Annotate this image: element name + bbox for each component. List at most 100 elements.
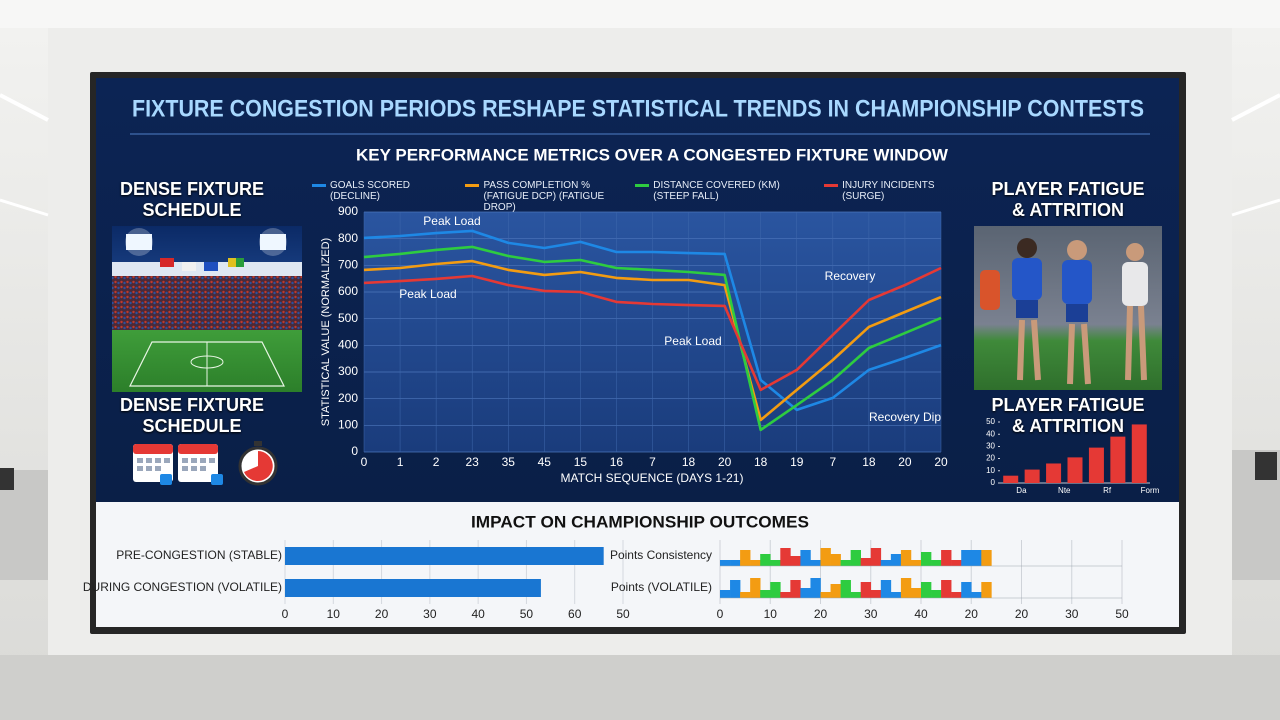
annotation: Recovery xyxy=(825,269,876,283)
bar xyxy=(850,592,861,598)
bar xyxy=(1110,436,1126,483)
legend-swatch xyxy=(312,184,326,187)
room xyxy=(0,655,1280,720)
schedule-icons xyxy=(164,458,170,463)
bar xyxy=(770,582,781,598)
bar xyxy=(900,550,912,566)
players-image xyxy=(1126,243,1144,261)
row-label: Points (VOLATILE) xyxy=(611,580,712,594)
bar xyxy=(860,558,872,566)
x-tick-label: 18 xyxy=(754,455,768,469)
bar xyxy=(921,582,932,598)
x-tick-label: 2 xyxy=(433,455,440,469)
legend-swatch xyxy=(635,184,650,187)
x-tick-label: 0 xyxy=(717,607,724,621)
bar xyxy=(971,592,982,598)
bar xyxy=(760,554,771,566)
bar xyxy=(740,550,751,566)
players-image xyxy=(1016,300,1038,318)
x-tick-label: 30 xyxy=(1065,607,1079,621)
category-label: DURING CONGESTION (VOLATILE) xyxy=(83,580,282,594)
stadium-image xyxy=(236,258,244,267)
x-tick-label: 40 xyxy=(914,607,928,621)
bar xyxy=(810,560,821,566)
schedule-icons xyxy=(137,466,143,471)
series-line xyxy=(363,245,942,432)
bar xyxy=(961,582,972,598)
x-tick-label: 10 xyxy=(764,607,778,621)
room xyxy=(0,0,1280,28)
bar xyxy=(890,554,902,566)
y-tick-label: 400 xyxy=(338,338,358,352)
legend-label: INJURY INCIDENTS (SURGE) xyxy=(842,180,935,202)
bar xyxy=(285,579,541,597)
players-image xyxy=(1031,319,1041,381)
chart-title: KEY PERFORMANCE METRICS OVER A CONGESTED… xyxy=(356,145,949,164)
y-tick-label: 700 xyxy=(338,258,358,272)
x-tick-label: 18 xyxy=(682,455,696,469)
y-tick-label: 0 xyxy=(991,478,996,487)
bar xyxy=(750,578,761,598)
room xyxy=(0,198,49,217)
row-label: Points Consistency xyxy=(610,548,712,562)
bar xyxy=(880,560,892,566)
bar xyxy=(1003,475,1019,483)
x-tick-label: 20 xyxy=(814,607,828,621)
players-image xyxy=(1067,323,1075,385)
legend-item: DISTANCE COVERED (KM) (STEEP FALL) xyxy=(635,180,814,213)
players-image xyxy=(1067,240,1087,260)
schedule-icons xyxy=(254,441,262,446)
schedule-icons xyxy=(155,458,161,463)
bar xyxy=(921,552,932,566)
x-tick-label: 20 xyxy=(1015,607,1029,621)
x-tick-label: 16 xyxy=(610,455,624,469)
stadium-image xyxy=(125,228,153,256)
x-tick-label: 7 xyxy=(829,455,836,469)
bar xyxy=(1024,469,1040,483)
x-tick-label: 1 xyxy=(397,455,404,469)
bar xyxy=(1046,463,1062,483)
display xyxy=(96,502,1179,627)
bar xyxy=(870,548,882,566)
y-tick-label: 30 xyxy=(986,442,995,451)
x-tick-label: 30 xyxy=(864,607,878,621)
schedule-icons xyxy=(133,444,173,454)
bar xyxy=(981,582,992,598)
bar xyxy=(1067,457,1083,483)
bar xyxy=(720,590,731,598)
stadium-image xyxy=(182,262,196,271)
players-image xyxy=(1081,323,1091,385)
y-tick-label: 40 xyxy=(986,429,995,438)
bar xyxy=(931,590,942,598)
bar xyxy=(900,578,912,598)
bar xyxy=(820,548,831,566)
x-tick-label: 0 xyxy=(361,455,368,469)
y-axis-label: STATISTICAL VALUE (NORMALIZED) xyxy=(320,238,332,426)
schedule-icons xyxy=(137,458,143,463)
schedule-icons xyxy=(178,444,218,454)
x-tick-label: 0 xyxy=(282,607,289,621)
y-tick-label: 600 xyxy=(338,284,358,298)
stadium-image xyxy=(228,258,242,267)
room xyxy=(1255,452,1277,480)
panel-heading: DENSE FIXTURE SCHEDULE xyxy=(119,395,265,436)
x-tick-label: 20 xyxy=(965,607,979,621)
x-tick-label: 45 xyxy=(538,455,552,469)
x-tick-label: 20 xyxy=(934,455,948,469)
series-line xyxy=(363,229,942,412)
stadium-image xyxy=(260,234,286,250)
chart-title: IMPACT ON CHAMPIONSHIP OUTCOMES xyxy=(471,512,809,531)
x-tick-label: 50 xyxy=(520,607,534,621)
annotation: Peak Load xyxy=(423,214,480,228)
y-tick-label: 200 xyxy=(338,391,358,405)
x-tick-label: 30 xyxy=(423,607,437,621)
x-tick-label: 19 xyxy=(790,455,804,469)
stadium-image xyxy=(259,228,287,256)
annotation: Peak Load xyxy=(664,334,721,348)
x-tick-label: 7 xyxy=(649,455,656,469)
x-tick-label: Form xyxy=(1141,486,1160,495)
y-tick-label: 500 xyxy=(338,311,358,325)
x-tick-label: 20 xyxy=(375,607,389,621)
